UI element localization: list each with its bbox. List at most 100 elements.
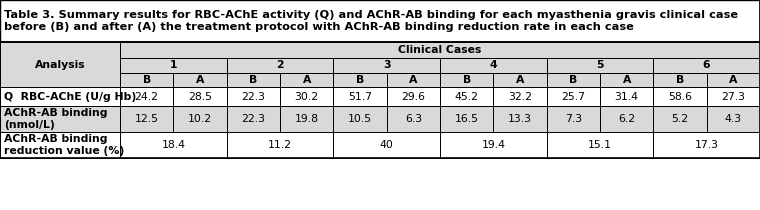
Text: 10.5: 10.5 bbox=[348, 114, 372, 124]
Bar bbox=[173, 87, 226, 106]
Bar bbox=[600, 87, 654, 106]
Text: B: B bbox=[143, 75, 150, 85]
Bar bbox=[546, 106, 600, 132]
Bar bbox=[654, 58, 760, 73]
Text: 6.2: 6.2 bbox=[618, 114, 635, 124]
Bar bbox=[226, 87, 280, 106]
Text: 22.3: 22.3 bbox=[242, 114, 265, 124]
Bar bbox=[493, 73, 546, 87]
Text: 58.6: 58.6 bbox=[668, 92, 692, 101]
Bar bbox=[120, 58, 226, 73]
Text: 12.5: 12.5 bbox=[135, 114, 159, 124]
Bar bbox=[120, 73, 173, 87]
Text: 22.3: 22.3 bbox=[242, 92, 265, 101]
Bar bbox=[546, 132, 654, 158]
Bar bbox=[226, 132, 334, 158]
Text: A: A bbox=[196, 75, 204, 85]
Bar bbox=[387, 106, 440, 132]
Bar bbox=[334, 132, 440, 158]
Bar bbox=[600, 73, 654, 87]
Text: 6.3: 6.3 bbox=[405, 114, 422, 124]
Text: 29.6: 29.6 bbox=[401, 92, 426, 101]
Text: 2: 2 bbox=[276, 60, 283, 71]
Text: B: B bbox=[356, 75, 364, 85]
Bar bbox=[0, 0, 760, 42]
Text: 27.3: 27.3 bbox=[721, 92, 746, 101]
Bar bbox=[280, 87, 334, 106]
Bar bbox=[280, 106, 334, 132]
Bar bbox=[546, 87, 600, 106]
Bar bbox=[654, 132, 760, 158]
Bar bbox=[440, 106, 493, 132]
Text: 31.4: 31.4 bbox=[615, 92, 638, 101]
Text: 28.5: 28.5 bbox=[188, 92, 212, 101]
Bar bbox=[334, 87, 387, 106]
Text: B: B bbox=[569, 75, 578, 85]
Bar bbox=[334, 106, 387, 132]
Text: B: B bbox=[676, 75, 684, 85]
Text: 13.3: 13.3 bbox=[508, 114, 532, 124]
Bar bbox=[280, 73, 334, 87]
Text: 16.5: 16.5 bbox=[454, 114, 479, 124]
Text: AChR-AB binding
(nmol/L): AChR-AB binding (nmol/L) bbox=[4, 108, 107, 130]
Bar bbox=[654, 106, 707, 132]
Text: 1: 1 bbox=[169, 60, 177, 71]
Text: 40: 40 bbox=[380, 140, 394, 150]
Bar bbox=[546, 58, 654, 73]
Bar bbox=[334, 73, 387, 87]
Bar bbox=[707, 87, 760, 106]
Bar bbox=[120, 87, 173, 106]
Bar bbox=[0, 87, 120, 106]
Text: A: A bbox=[622, 75, 631, 85]
Text: 51.7: 51.7 bbox=[348, 92, 372, 101]
Text: 17.3: 17.3 bbox=[695, 140, 719, 150]
Bar bbox=[440, 58, 546, 73]
Bar bbox=[226, 58, 334, 73]
Text: A: A bbox=[729, 75, 737, 85]
Text: Q  RBC-AChE (U/g Hb): Q RBC-AChE (U/g Hb) bbox=[4, 92, 136, 101]
Bar bbox=[493, 87, 546, 106]
Bar bbox=[493, 106, 546, 132]
Text: 24.2: 24.2 bbox=[135, 92, 159, 101]
Text: 7.3: 7.3 bbox=[565, 114, 582, 124]
Bar bbox=[707, 106, 760, 132]
Text: B: B bbox=[249, 75, 258, 85]
Text: AChR-AB binding
reduction value (%): AChR-AB binding reduction value (%) bbox=[4, 134, 124, 156]
Bar bbox=[120, 42, 760, 58]
Bar bbox=[654, 87, 707, 106]
Bar bbox=[600, 106, 654, 132]
Text: 4: 4 bbox=[489, 60, 497, 71]
Bar bbox=[0, 42, 120, 87]
Text: 3: 3 bbox=[383, 60, 391, 71]
Text: 25.7: 25.7 bbox=[562, 92, 585, 101]
Text: 5: 5 bbox=[597, 60, 603, 71]
Bar bbox=[226, 73, 280, 87]
Text: 45.2: 45.2 bbox=[454, 92, 479, 101]
Bar bbox=[0, 0, 760, 42]
Bar bbox=[0, 106, 120, 132]
Bar bbox=[173, 73, 226, 87]
Bar bbox=[440, 132, 546, 158]
Bar bbox=[546, 73, 600, 87]
Text: 18.4: 18.4 bbox=[161, 140, 185, 150]
Text: 5.2: 5.2 bbox=[671, 114, 689, 124]
Text: 15.1: 15.1 bbox=[588, 140, 612, 150]
Text: Analysis: Analysis bbox=[35, 59, 85, 70]
Text: A: A bbox=[409, 75, 417, 85]
Bar bbox=[334, 58, 440, 73]
Text: B: B bbox=[463, 75, 470, 85]
Bar bbox=[0, 132, 120, 158]
Bar bbox=[654, 73, 707, 87]
Text: A: A bbox=[302, 75, 311, 85]
Text: 32.2: 32.2 bbox=[508, 92, 532, 101]
Text: 19.4: 19.4 bbox=[481, 140, 505, 150]
Text: 11.2: 11.2 bbox=[268, 140, 292, 150]
Bar bbox=[387, 87, 440, 106]
Text: 4.3: 4.3 bbox=[725, 114, 742, 124]
Bar bbox=[226, 106, 280, 132]
Bar bbox=[120, 132, 226, 158]
Bar bbox=[120, 106, 173, 132]
Text: Clinical Cases: Clinical Cases bbox=[398, 45, 482, 55]
Bar bbox=[440, 73, 493, 87]
Text: 10.2: 10.2 bbox=[188, 114, 212, 124]
